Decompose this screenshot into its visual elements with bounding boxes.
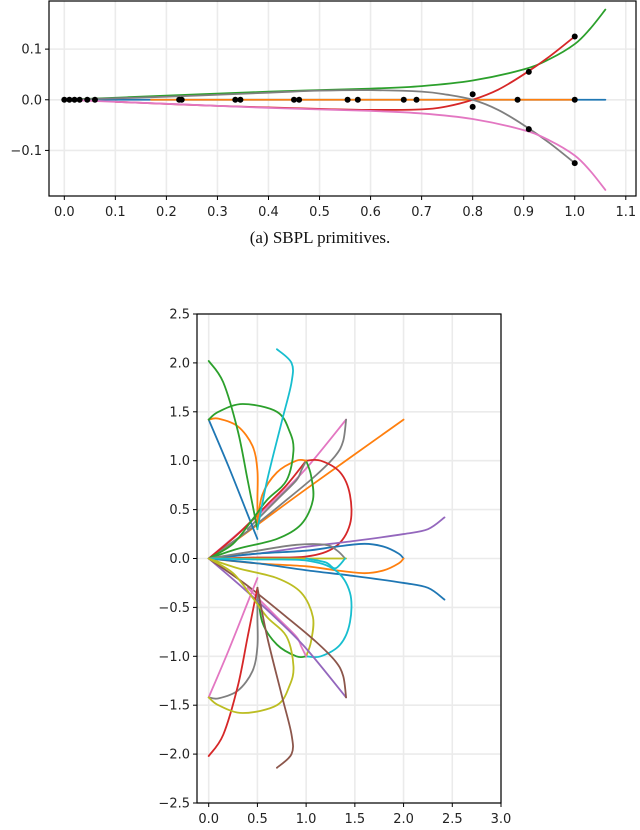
waypoint-marker <box>514 96 521 103</box>
series-cyan-up <box>256 348 294 531</box>
y-tick-label: −0.5 <box>158 601 190 616</box>
x-tick-label: 0.5 <box>247 812 268 827</box>
series-gray-to-1 <box>246 459 308 531</box>
y-tick-label: −1.5 <box>158 699 190 714</box>
y-tick-label: −2.0 <box>158 748 190 763</box>
waypoint-marker <box>571 33 578 40</box>
series-olive-loop <box>207 557 315 658</box>
x-tick-label: 1.5 <box>345 812 366 827</box>
x-tick-label: 0.4 <box>258 205 279 220</box>
waypoint-marker <box>571 160 578 167</box>
waypoint-marker <box>84 96 91 103</box>
x-tick-label: 1.0 <box>296 812 317 827</box>
axes-frame <box>48 0 637 197</box>
x-tick-label: 2.5 <box>442 812 463 827</box>
y-axis: 2.5 2.0 1.5 1.0 0.5 0.0 −0.5 −1.0 −1.5 −2.0 −2.5 <box>158 308 197 812</box>
series-gray <box>63 89 576 164</box>
series-green-big-arc <box>207 403 295 560</box>
y-tick-label: 2.0 <box>169 356 190 371</box>
x-tick-label: 0.2 <box>156 205 177 220</box>
series-orange-arc-2 <box>207 417 259 531</box>
series-green-loop-small <box>207 459 315 560</box>
x-tick-label: 0.9 <box>513 205 534 220</box>
waypoint-marker <box>66 96 73 103</box>
x-axis: 0.0 0.5 1.0 1.5 2.0 2.5 3.0 <box>198 803 511 827</box>
series-pink-to-1 <box>246 586 308 658</box>
series-blue-to-1.42 <box>207 418 259 540</box>
x-axis: 0.0 0.1 0.2 0.3 0.4 0.5 0.6 0.7 0.8 0.9 1.0 1.1 <box>54 196 636 220</box>
x-tick-label: 0.0 <box>198 812 219 827</box>
waypoint-marker <box>178 96 185 103</box>
series-green <box>63 8 607 101</box>
x-tick-label: 0.7 <box>411 205 432 220</box>
x-tick-label: 0.6 <box>360 205 381 220</box>
waypoint-marker <box>296 96 303 103</box>
series-red-loop <box>207 458 353 560</box>
series-green-arc-down <box>256 586 308 659</box>
x-tick-label: 0.5 <box>309 205 330 220</box>
waypoint-marker <box>400 96 407 103</box>
y-tick-label: 0.1 <box>21 43 42 58</box>
series-red-to-neg2 <box>207 586 259 757</box>
series-red-diag-up <box>207 459 308 560</box>
waypoint-marker <box>61 96 68 103</box>
series-pink <box>63 98 607 191</box>
x-tick-label: 1.1 <box>615 205 636 220</box>
motion-primitives-chart: 0.0 0.5 1.0 1.5 2.0 2.5 3.02.52.01.51.00.50.0−… <box>158 308 511 828</box>
series-purple-diag-down <box>207 557 347 699</box>
x-tick-label: 1.0 <box>564 205 585 220</box>
series-blue-right-down <box>207 557 446 601</box>
x-tick-label: 0.3 <box>207 205 228 220</box>
waypoint-marker <box>91 96 98 103</box>
y-tick-label: −1.0 <box>158 650 190 665</box>
y-tick-label: 0.5 <box>169 503 190 518</box>
y-tick-label: 1.0 <box>169 454 190 469</box>
waypoint-marker <box>232 96 239 103</box>
waypoint-marker <box>525 126 532 133</box>
waypoint-marker <box>71 96 78 103</box>
waypoint-marker <box>469 103 476 110</box>
x-tick-label: 0.1 <box>105 205 126 220</box>
waypoint-marker <box>76 96 83 103</box>
series-gray-down-arc <box>207 586 259 700</box>
series-group <box>207 348 446 769</box>
waypoint-marker <box>469 91 476 98</box>
x-tick-label: 0.0 <box>54 205 75 220</box>
series-blue-loop-right <box>207 542 405 560</box>
y-axis: 0.1 0.0 −0.1 <box>10 43 49 159</box>
series-green-to-2 <box>207 360 259 531</box>
waypoint-marker <box>413 96 420 103</box>
series-olive-big-arc <box>207 557 295 714</box>
y-tick-label: 1.5 <box>169 405 190 420</box>
waypoint-marker <box>237 96 244 103</box>
series-orange-arc-1 <box>256 458 308 526</box>
waypoint-markers <box>61 33 578 167</box>
y-tick-label: 0.0 <box>21 93 42 108</box>
x-tick-label: 0.8 <box>462 205 483 220</box>
waypoint-marker <box>525 68 532 75</box>
y-tick-label: −2.5 <box>158 797 190 812</box>
waypoint-marker <box>354 96 361 103</box>
series-brown-diag-down <box>207 557 347 699</box>
waypoint-marker <box>291 96 298 103</box>
waypoint-marker <box>344 96 351 103</box>
series-cyan-loop <box>207 557 353 659</box>
y-tick-label: −0.1 <box>10 144 42 159</box>
series-cyan-to-1.4-0 <box>305 557 346 570</box>
x-tick-label: 3.0 <box>491 812 512 827</box>
series-pink-down <box>207 577 259 699</box>
series-brown-down <box>256 586 294 769</box>
waypoint-marker <box>571 96 578 103</box>
y-tick-label: 0.0 <box>169 552 190 567</box>
figure-caption-a: (a) SBPL primitives. <box>249 228 391 247</box>
x-tick-label: 2.0 <box>393 812 414 827</box>
series-gray-to-1.4-0 <box>207 543 346 560</box>
series-gray-diag-up <box>207 418 347 560</box>
sbpl-primitives-chart: 0.0 0.1 0.2 0.3 0.4 0.5 0.6 0.7 0.8 0.9 1.0 1.10.10… <box>10 0 637 220</box>
y-tick-label: 2.5 <box>169 308 190 323</box>
